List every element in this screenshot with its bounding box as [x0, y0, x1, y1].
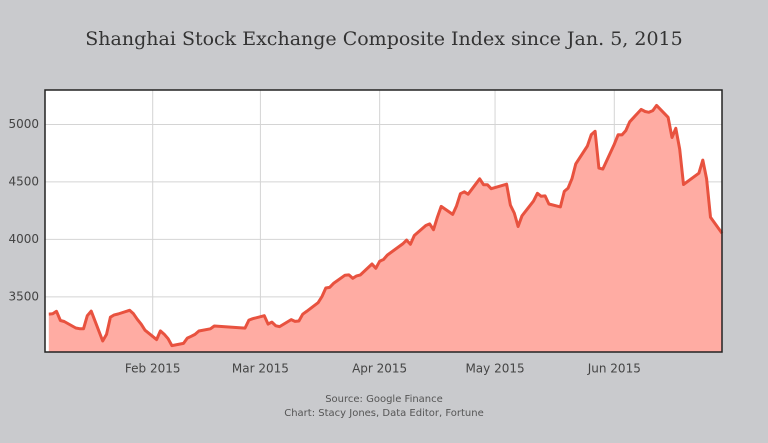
- area: [48, 105, 723, 353]
- line: [48, 103, 724, 348]
- x-tick-label: Apr 2015: [352, 362, 407, 376]
- x-tick-label: Jun 2015: [587, 362, 641, 376]
- y-tick-label: 5000: [8, 117, 39, 131]
- grid: [45, 90, 722, 352]
- y-tick-label: 4500: [8, 174, 39, 188]
- marks: [48, 103, 724, 353]
- plot-frame: [44, 89, 723, 353]
- x-tick-label: Feb 2015: [125, 362, 181, 376]
- y-tick-label: 3500: [8, 289, 39, 303]
- x-tick-label: Mar 2015: [232, 362, 289, 376]
- credit-note: Chart: Stacy Jones, Data Editor, Fortune: [284, 408, 484, 419]
- chart-title: Shanghai Stock Exchange Composite Index …: [85, 28, 682, 50]
- x-tick-label: May 2015: [465, 362, 524, 376]
- source-note: Source: Google Finance: [325, 394, 443, 405]
- y-tick-label: 4000: [8, 232, 39, 246]
